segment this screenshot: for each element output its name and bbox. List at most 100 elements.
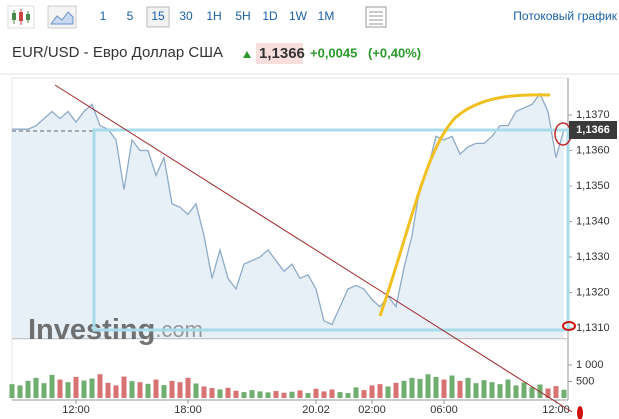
trend-line bbox=[54, 84, 573, 413]
volume-tick-label: 500 bbox=[576, 375, 594, 387]
volume-bar bbox=[273, 391, 279, 398]
last-price-box bbox=[569, 121, 617, 139]
interval-button[interactable]: 1 bbox=[100, 9, 107, 23]
volume-bar bbox=[529, 387, 535, 398]
table-icon[interactable] bbox=[365, 6, 387, 28]
volume-bar bbox=[441, 379, 447, 398]
volume-bar bbox=[185, 377, 191, 398]
x-tick-label: 12:00 bbox=[542, 404, 570, 416]
volume-bar bbox=[353, 387, 359, 398]
volume-bar bbox=[465, 377, 471, 398]
volume-bar bbox=[473, 383, 479, 398]
volume-bar bbox=[65, 382, 71, 398]
volume-bar bbox=[489, 382, 495, 398]
circle-mark bbox=[562, 321, 576, 331]
volume-bar bbox=[409, 377, 415, 398]
price: 1,1366 bbox=[259, 45, 305, 62]
area-icon[interactable] bbox=[47, 5, 77, 29]
volume-bar bbox=[25, 380, 31, 398]
interval-button[interactable]: 5 bbox=[127, 9, 134, 23]
volume-bar bbox=[545, 388, 551, 398]
volume-bar bbox=[41, 383, 47, 398]
price-line bbox=[12, 92, 565, 326]
volume-bar bbox=[9, 384, 15, 398]
volume-bar bbox=[497, 384, 503, 398]
volume-bar bbox=[425, 374, 431, 398]
volume-bar bbox=[249, 390, 255, 398]
stream-link[interactable]: Потоковый график bbox=[513, 9, 617, 23]
volume-bar bbox=[377, 384, 383, 398]
yellow-curve bbox=[378, 93, 551, 317]
active-interval-box bbox=[146, 6, 170, 28]
volume-bar bbox=[265, 392, 271, 398]
volume-bar bbox=[73, 376, 79, 398]
volume-bar bbox=[257, 391, 263, 398]
x-tick-label: 12:00 bbox=[62, 404, 90, 416]
y-tick-label: 1,1320 bbox=[576, 286, 610, 298]
x-tick-label: 06:00 bbox=[430, 404, 458, 416]
volume-bar bbox=[105, 382, 111, 398]
y-tick-label: 1,1350 bbox=[576, 180, 610, 192]
instrument-title: EUR/USD - Евро Доллар США bbox=[12, 44, 223, 61]
x-tick-label: 02:00 bbox=[358, 404, 386, 416]
interval-button[interactable]: 1W bbox=[289, 9, 308, 23]
volume-bar bbox=[297, 390, 303, 398]
circle-mark bbox=[577, 406, 583, 419]
volume-bar bbox=[361, 390, 367, 398]
volume-bar bbox=[337, 392, 343, 398]
volume-bar bbox=[433, 376, 439, 398]
up-arrow bbox=[243, 51, 251, 58]
interval-button[interactable]: 1M bbox=[318, 9, 335, 23]
interval-button[interactable]: 1D bbox=[262, 9, 278, 23]
volume-bar bbox=[225, 387, 231, 398]
volume-bar bbox=[417, 378, 423, 398]
volume-bar bbox=[481, 380, 487, 398]
volume-bar bbox=[553, 386, 559, 398]
candle-icon[interactable] bbox=[7, 5, 35, 29]
interval-button[interactable]: 5H bbox=[235, 9, 250, 23]
interval-button[interactable]: 1H bbox=[206, 9, 221, 23]
volume-bar bbox=[313, 388, 319, 398]
volume-bar bbox=[401, 380, 407, 398]
y-tick-label: 1,1340 bbox=[576, 215, 610, 227]
volume-bar bbox=[289, 391, 295, 398]
volume-bar bbox=[305, 393, 311, 398]
volume-bar bbox=[345, 393, 351, 398]
toolbar: 1 5 15 30 1H 5H 1D 1W 1M bbox=[100, 6, 335, 28]
volume-bar bbox=[281, 392, 287, 398]
area-fill bbox=[12, 93, 564, 339]
volume-bar bbox=[113, 385, 119, 398]
volume-bar bbox=[17, 385, 23, 398]
volume-bar bbox=[521, 382, 527, 398]
volume-bar bbox=[161, 385, 167, 398]
y-tick-label: 1,1330 bbox=[576, 251, 610, 263]
change-pct: (+0,40%) bbox=[368, 45, 421, 60]
last-price-label: 1,1366 bbox=[576, 124, 610, 136]
volume-bar bbox=[129, 381, 135, 398]
x-tick-label: 20.02 bbox=[302, 404, 330, 416]
volume-bar bbox=[385, 386, 391, 398]
volume-bar bbox=[241, 392, 247, 398]
volume-bar bbox=[81, 380, 87, 398]
volume-bar bbox=[57, 379, 63, 398]
price-bg bbox=[256, 43, 303, 64]
volume-bar bbox=[449, 375, 455, 398]
y-tick-label: 1,1310 bbox=[576, 322, 610, 334]
volume-tick-label: 1 000 bbox=[576, 359, 604, 371]
volume-bar bbox=[33, 377, 39, 398]
volume-bar bbox=[89, 378, 95, 398]
volume-bar bbox=[217, 389, 223, 398]
volume-bar bbox=[137, 382, 143, 398]
interval-button[interactable]: 30 bbox=[179, 9, 193, 23]
volume-bar bbox=[329, 389, 335, 398]
volume-bar bbox=[193, 383, 199, 398]
interval-button[interactable]: 15 bbox=[151, 9, 165, 23]
volume-bar bbox=[233, 390, 239, 398]
x-tick-label: 18:00 bbox=[174, 404, 202, 416]
volume-bar bbox=[561, 389, 567, 398]
volume-bar bbox=[393, 382, 399, 398]
volume-bar bbox=[505, 379, 511, 398]
volume-bar bbox=[321, 391, 327, 398]
range-box bbox=[92, 128, 570, 332]
